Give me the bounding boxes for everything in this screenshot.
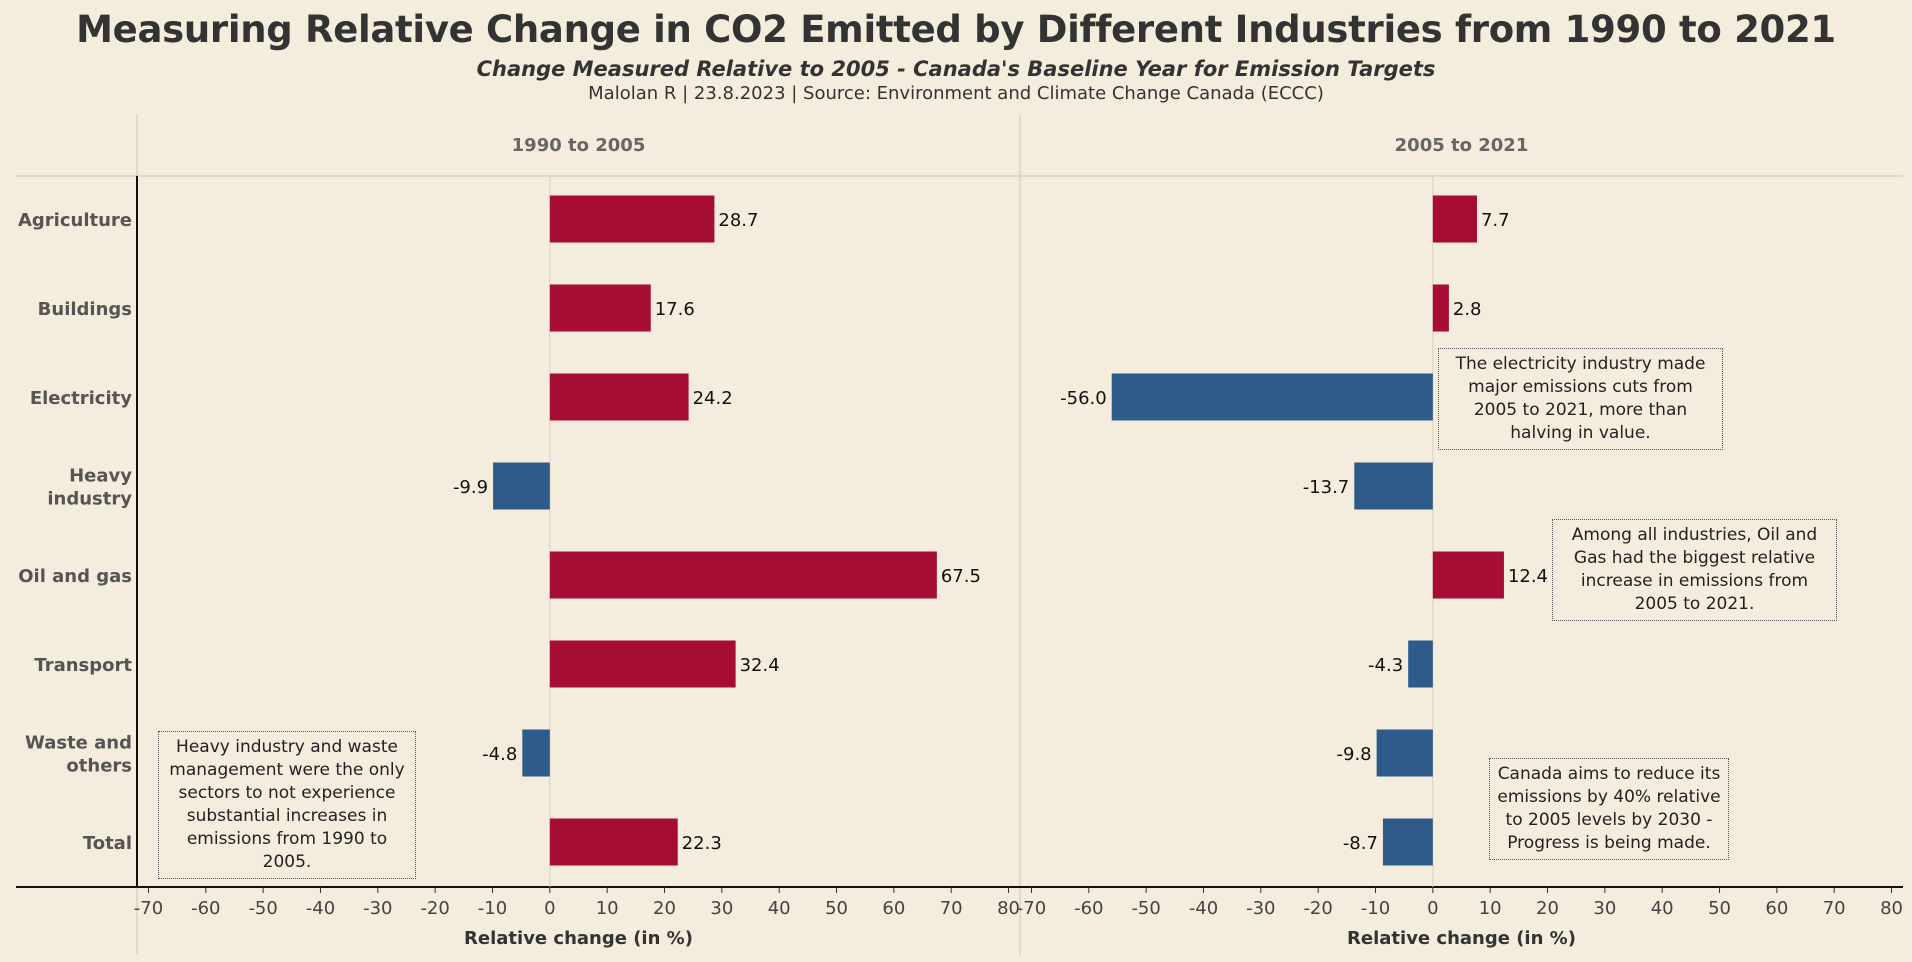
bar xyxy=(549,818,678,866)
bar xyxy=(1432,195,1477,243)
bar-value-label: -9.9 xyxy=(453,477,488,498)
x-tick-label: -50 xyxy=(1131,898,1160,919)
bar xyxy=(549,551,937,599)
category-label: Agriculture xyxy=(18,210,132,231)
x-tick-label: 10 xyxy=(596,898,619,919)
x-tick-label: 30 xyxy=(1593,898,1616,919)
x-tick-label: -40 xyxy=(306,898,335,919)
bar xyxy=(549,373,689,421)
category-label: Waste and xyxy=(25,733,132,754)
x-tick-label: -60 xyxy=(1074,898,1103,919)
x-tick-label: 70 xyxy=(940,898,963,919)
category-label: Buildings xyxy=(38,299,132,320)
bar-value-label: 7.7 xyxy=(1481,210,1510,231)
bar xyxy=(1432,284,1449,332)
annotation-oil-and-gas: Among all industries, Oil and Gas had th… xyxy=(1552,519,1837,621)
bar xyxy=(549,640,736,688)
x-tick-label: -40 xyxy=(1189,898,1218,919)
bar xyxy=(1376,729,1433,777)
bar-value-label: 67.5 xyxy=(941,566,981,587)
chart-byline: Malolan R | 23.8.2023 | Source: Environm… xyxy=(588,83,1324,104)
category-label: others xyxy=(66,756,132,777)
x-tick-label: 50 xyxy=(825,898,848,919)
bar-value-label: -4.3 xyxy=(1368,655,1403,676)
x-tick-label: 60 xyxy=(1765,898,1788,919)
bar-value-label: 2.8 xyxy=(1453,299,1482,320)
bar-value-label: -56.0 xyxy=(1060,388,1107,409)
bar-value-label: 17.6 xyxy=(655,299,695,320)
category-label: Heavy xyxy=(69,466,132,487)
x-tick-label: 50 xyxy=(1708,898,1731,919)
x-tick-label: -30 xyxy=(363,898,392,919)
bar-value-label: 12.4 xyxy=(1508,566,1548,587)
x-tick-label: 40 xyxy=(1651,898,1674,919)
annotation-target: Canada aims to reduce its emissions by 4… xyxy=(1489,758,1729,860)
x-tick-label: 60 xyxy=(882,898,905,919)
bar-value-label: -9.8 xyxy=(1337,744,1372,765)
bar xyxy=(1432,551,1504,599)
category-label: Total xyxy=(83,833,132,854)
bar-value-label: -8.7 xyxy=(1343,833,1378,854)
bar-value-label: 28.7 xyxy=(718,210,758,231)
chart-subtitle: Change Measured Relative to 2005 - Canad… xyxy=(476,57,1436,81)
bar xyxy=(522,729,550,777)
x-tick-label: -10 xyxy=(1361,898,1390,919)
x-tick-label: -20 xyxy=(1303,898,1332,919)
x-tick-label: 20 xyxy=(1536,898,1559,919)
x-tick-label: 80 xyxy=(1880,898,1903,919)
bar-value-label: -13.7 xyxy=(1303,477,1350,498)
bar xyxy=(549,195,715,243)
bar-value-label: 32.4 xyxy=(740,655,780,676)
bar xyxy=(493,462,550,510)
bar-value-label: 22.3 xyxy=(682,833,722,854)
x-tick-label: 0 xyxy=(544,898,555,919)
chart-title: Measuring Relative Change in CO2 Emitted… xyxy=(76,8,1836,51)
bar xyxy=(1354,462,1433,510)
bar-value-label: -4.8 xyxy=(482,744,517,765)
panel-header-label: 1990 to 2005 xyxy=(512,135,646,156)
x-tick-label: 20 xyxy=(653,898,676,919)
x-tick-label: -10 xyxy=(478,898,507,919)
panel-header-label: 2005 to 2021 xyxy=(1395,135,1529,156)
category-label: Transport xyxy=(34,655,132,676)
bar xyxy=(549,284,651,332)
x-tick-label: -20 xyxy=(420,898,449,919)
bar xyxy=(1382,818,1433,866)
x-tick-label: -50 xyxy=(248,898,277,919)
x-tick-label: -30 xyxy=(1246,898,1275,919)
x-axis-label: Relative change (in %) xyxy=(464,928,693,949)
x-tick-label: -60 xyxy=(191,898,220,919)
category-label: Electricity xyxy=(30,388,132,409)
x-tick-label: 80 xyxy=(997,898,1020,919)
x-tick-label: -70 xyxy=(1017,898,1046,919)
annotation-electricity: The electricity industry made major emis… xyxy=(1438,348,1723,450)
x-tick-label: 70 xyxy=(1823,898,1846,919)
annotation-waste: Heavy industry and waste management were… xyxy=(158,731,416,879)
x-tick-label: 30 xyxy=(710,898,733,919)
bar xyxy=(1111,373,1433,421)
x-tick-label: 40 xyxy=(768,898,791,919)
category-label: Oil and gas xyxy=(18,566,132,587)
x-tick-label: 10 xyxy=(1479,898,1502,919)
x-tick-label: -70 xyxy=(134,898,163,919)
x-tick-label: 0 xyxy=(1427,898,1438,919)
category-label: industry xyxy=(47,489,132,510)
bar-value-label: 24.2 xyxy=(693,388,733,409)
x-axis-label: Relative change (in %) xyxy=(1347,928,1576,949)
bar xyxy=(1408,640,1433,688)
